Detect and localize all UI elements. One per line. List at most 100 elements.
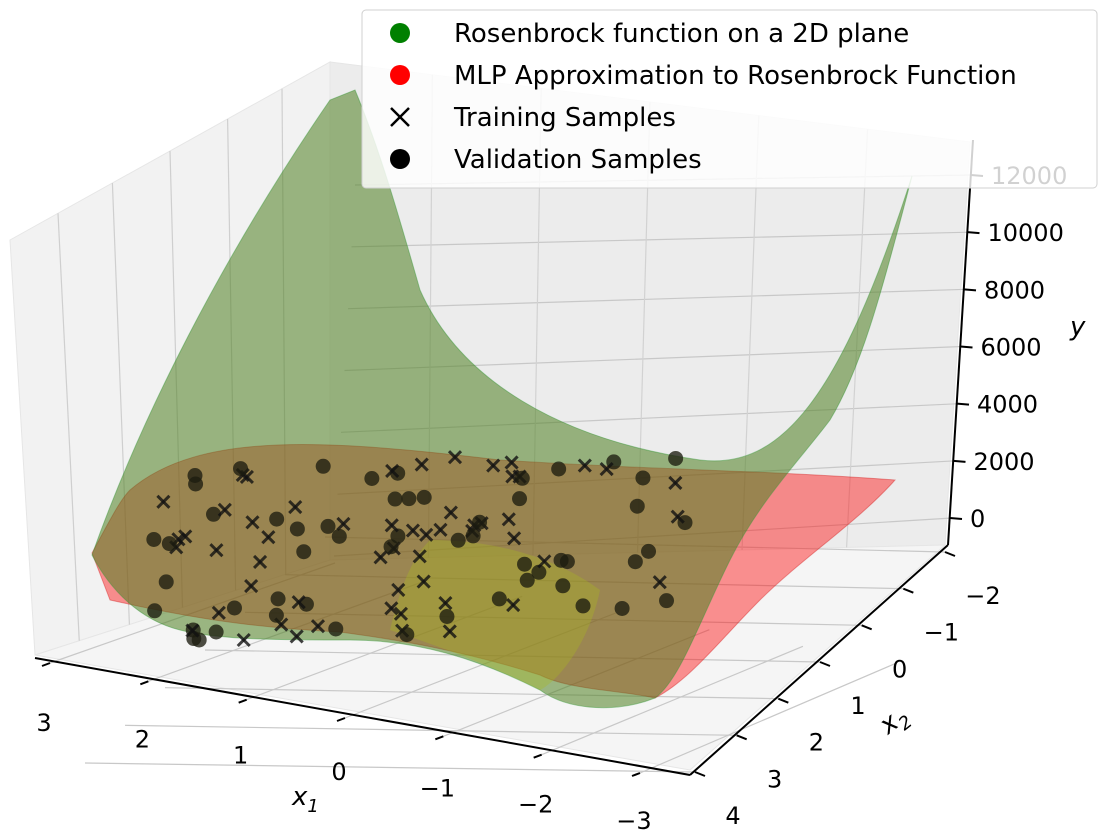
training-sample [391, 582, 406, 597]
training-sample [310, 619, 326, 634]
training-sample-stroke [652, 575, 667, 590]
validation-sample [268, 607, 284, 623]
training-sample [291, 595, 306, 610]
validation-sample [439, 608, 455, 624]
validation-sample [401, 491, 417, 507]
x1-tick-label: 1 [233, 742, 248, 770]
training-sample [486, 458, 501, 473]
y-tick [967, 231, 980, 235]
training-sample-stroke [288, 499, 303, 515]
x1-tick [336, 717, 346, 722]
axis-lines [34, 139, 974, 776]
training-sample [384, 601, 399, 616]
validation-sample [517, 556, 533, 572]
y-tick-label: 2000 [974, 448, 1035, 476]
y-tick-label: 4000 [977, 391, 1038, 419]
validation-sample [668, 450, 684, 466]
training-sample-stroke [245, 515, 260, 530]
training-sample-stroke [505, 469, 520, 484]
training-sample-stroke [537, 554, 552, 569]
training-sample [393, 606, 409, 621]
training-sample [209, 543, 224, 558]
y-axis-line [947, 139, 974, 546]
x1-axis-name: x [291, 782, 308, 812]
training-sample-stroke [209, 543, 224, 558]
legend-circle-icon [390, 23, 410, 43]
validation-sample [491, 591, 507, 607]
validation-sample [146, 531, 162, 547]
x2-tick [694, 771, 706, 777]
training-sample [288, 499, 303, 515]
validation-sample [627, 554, 643, 570]
legend-box [361, 9, 1098, 189]
training-sample [261, 530, 276, 545]
x1-tick-label: −3 [616, 807, 651, 832]
validation-sample [188, 476, 204, 492]
training-sample [447, 450, 463, 465]
legend: Rosenbrock function on a 2D plane MLP App… [361, 9, 1098, 189]
training-sample [504, 455, 519, 470]
x2-tick-label: −1 [924, 619, 959, 647]
y-tick-label: 10000 [988, 219, 1064, 247]
x1-grid-line [639, 662, 897, 774]
training-sample [245, 515, 260, 530]
validation-sample [158, 574, 174, 590]
training-sample-stroke [442, 624, 457, 639]
x2-tick [819, 661, 831, 667]
training-sample-stroke [336, 516, 351, 532]
validation-sample [629, 498, 645, 514]
x1-tick [533, 753, 543, 759]
validation-sample [641, 543, 657, 559]
validation-sample [512, 491, 528, 507]
training-sample-stroke [506, 598, 521, 613]
training-sample [416, 574, 431, 589]
validation-sample [514, 470, 530, 486]
training-sample [414, 457, 429, 472]
training-sample-stroke [156, 494, 171, 509]
training-sample [384, 518, 399, 533]
legend-label: MLP Approximation to Rosenbrock Function [454, 61, 1017, 91]
y-tick-label: 0 [970, 505, 985, 533]
training-sample-stroke [289, 629, 304, 644]
training-sample [442, 624, 457, 639]
training-sample-stroke [412, 549, 427, 564]
validation-sample [659, 593, 675, 609]
training-sample-stroke [244, 578, 259, 594]
y-tick [960, 345, 973, 349]
y-tick-label: 6000 [981, 334, 1042, 362]
training-sample [244, 578, 259, 594]
legend-entry: Rosenbrock function on a 2D plane [390, 19, 909, 49]
training-sample [501, 512, 516, 527]
training-sample-stroke [577, 458, 592, 473]
training-sample-stroke [419, 527, 434, 542]
x1-tick [238, 698, 248, 704]
validation-sample [226, 600, 242, 616]
training-sample [373, 550, 388, 565]
x1-tick-label: 0 [331, 758, 346, 786]
y-tick [949, 517, 963, 520]
training-sample-stroke [211, 605, 226, 620]
x1-tick [434, 735, 444, 741]
y-tick-label: 8000 [984, 276, 1045, 304]
training-sample-stroke [393, 606, 409, 621]
y-grid-line [347, 288, 967, 310]
x1-tick-label: 3 [36, 709, 51, 737]
x2-tick-label: 2 [809, 729, 824, 757]
validation-sample [269, 511, 285, 527]
validation-sample [450, 532, 466, 548]
training-sample-stroke [405, 523, 420, 538]
training-sample-stroke [438, 595, 453, 611]
x2-tick [944, 551, 956, 557]
validation-sample [465, 528, 481, 544]
validation-sample [147, 603, 163, 619]
validation-sample [328, 621, 344, 637]
legend-label: Validation Samples [454, 145, 702, 175]
training-sample [289, 629, 304, 644]
validation-sample [296, 544, 312, 560]
training-sample [211, 605, 226, 620]
x1-axis-label: x1 [291, 782, 319, 817]
training-sample-stroke [373, 550, 388, 565]
validation-sample [270, 591, 286, 607]
y-grid-line [351, 231, 970, 248]
training-sample-stroke [507, 531, 522, 546]
